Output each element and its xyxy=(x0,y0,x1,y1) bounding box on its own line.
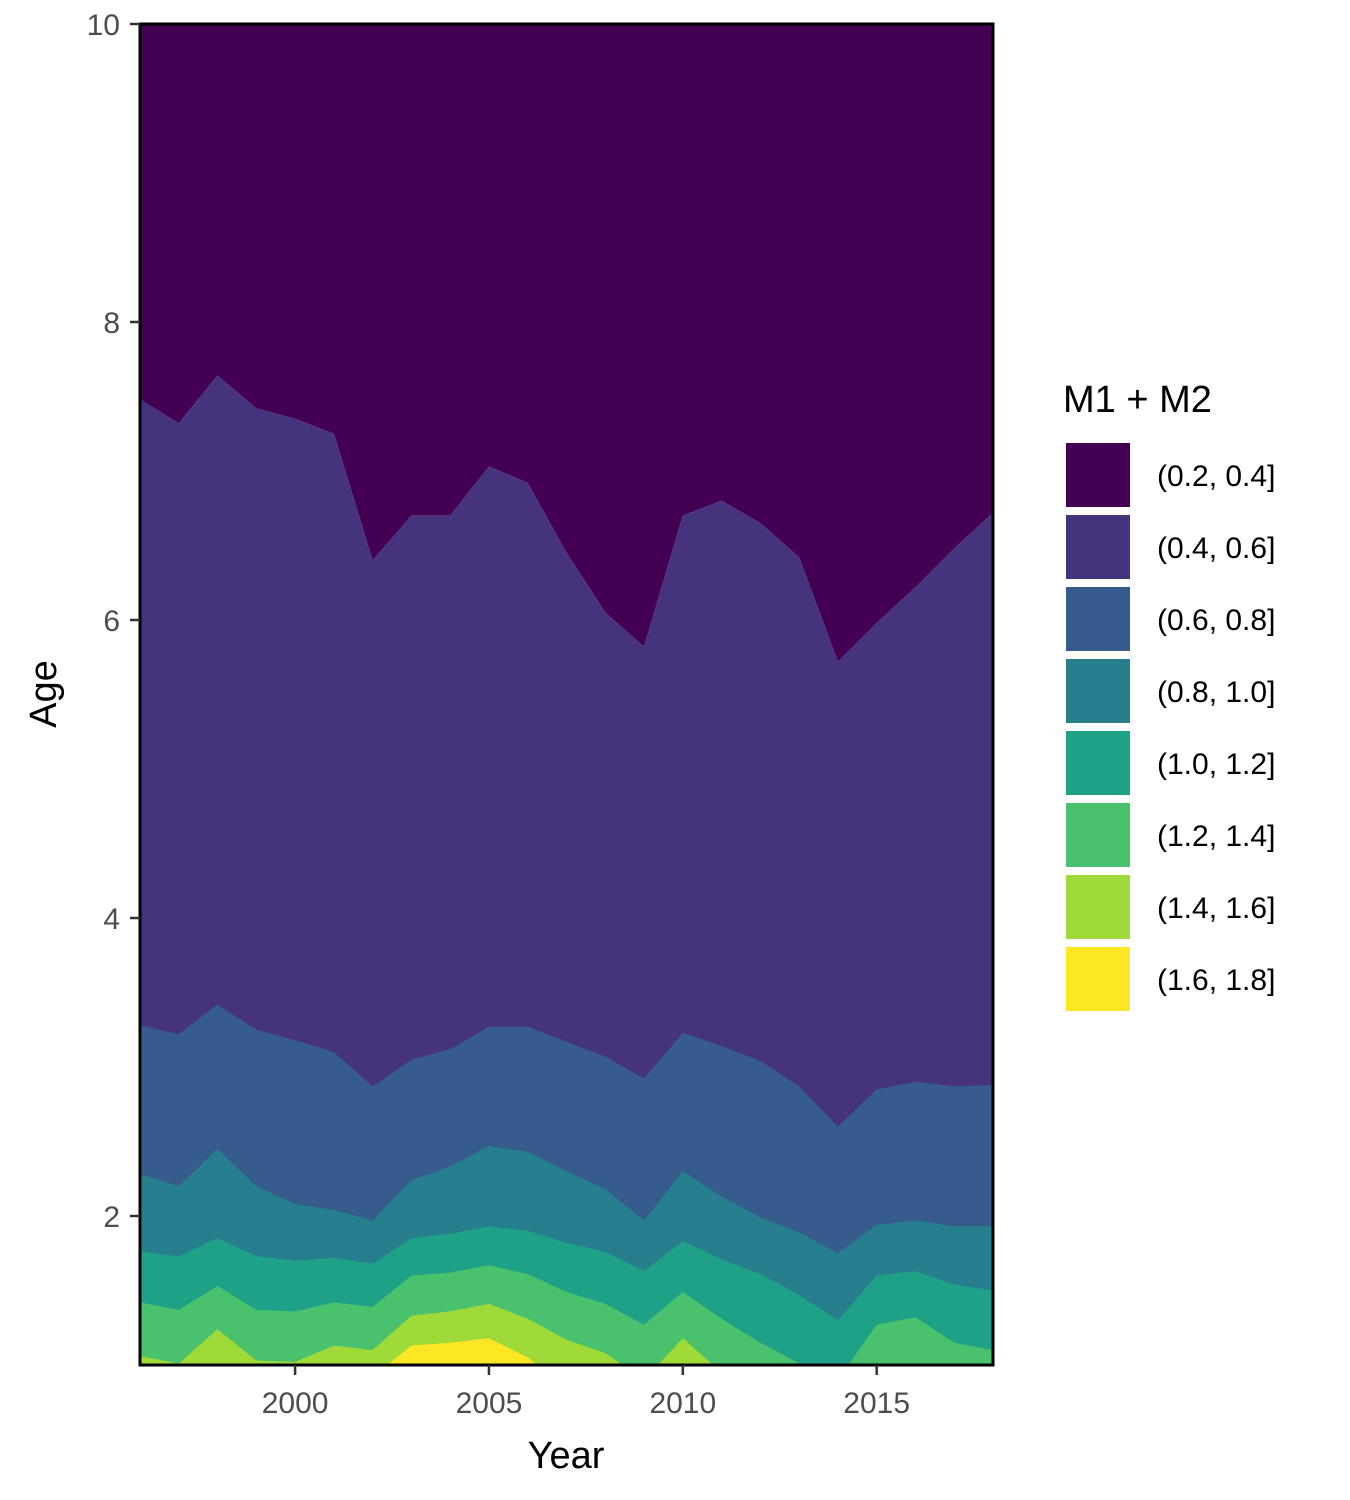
contour-band-1 xyxy=(140,24,993,662)
contour-bands xyxy=(140,24,993,1365)
y-tick-label: 2 xyxy=(103,1201,120,1234)
x-tick-label: 2010 xyxy=(649,1387,716,1420)
y-axis: 2 4 6 8 10 xyxy=(87,9,140,1234)
contour-band-7 xyxy=(140,1303,993,1365)
legend-label-5: (1.0, 1.2] xyxy=(1157,748,1275,781)
legend-key-1 xyxy=(1064,441,1132,509)
x-axis-title: Year xyxy=(528,1435,605,1477)
legend-label-1: (0.2, 0.4] xyxy=(1157,460,1275,493)
legend-key-4 xyxy=(1064,657,1132,725)
legend-key-2 xyxy=(1064,513,1132,581)
y-tick-label: 8 xyxy=(103,307,120,340)
legend-title: M1 + M2 xyxy=(1063,379,1212,421)
y-axis-title: Age xyxy=(23,660,65,728)
legend-label-2: (0.4, 0.6] xyxy=(1157,532,1275,565)
y-tick-label: 6 xyxy=(103,605,120,638)
x-tick-label: 2015 xyxy=(843,1387,910,1420)
legend-label-4: (0.8, 1.0] xyxy=(1157,676,1275,709)
legend-key-6 xyxy=(1064,801,1132,869)
x-axis: 2000 2005 2010 2015 xyxy=(262,1365,910,1420)
y-tick-label: 4 xyxy=(103,903,120,936)
legend-label-7: (1.4, 1.6] xyxy=(1157,892,1275,925)
legend-label-3: (0.6, 0.8] xyxy=(1157,604,1275,637)
legend-key-5 xyxy=(1064,729,1132,797)
legend-label-6: (1.2, 1.4] xyxy=(1157,820,1275,853)
legend-label-8: (1.6, 1.8] xyxy=(1157,964,1275,997)
plot-panel-border xyxy=(138,22,995,1367)
legend-key-3 xyxy=(1064,585,1132,653)
legend-key-7 xyxy=(1064,873,1132,941)
y-tick-label: 10 xyxy=(87,9,120,42)
legend-key-8 xyxy=(1064,945,1132,1013)
x-tick-label: 2005 xyxy=(456,1387,523,1420)
x-tick-label: 2000 xyxy=(262,1387,329,1420)
legend: M1 + M2 (0.2, 0.4] (0.4, 0.6] (0.6, 0.8] (0… xyxy=(1063,379,1275,1013)
contour-band-6 xyxy=(140,1265,993,1365)
